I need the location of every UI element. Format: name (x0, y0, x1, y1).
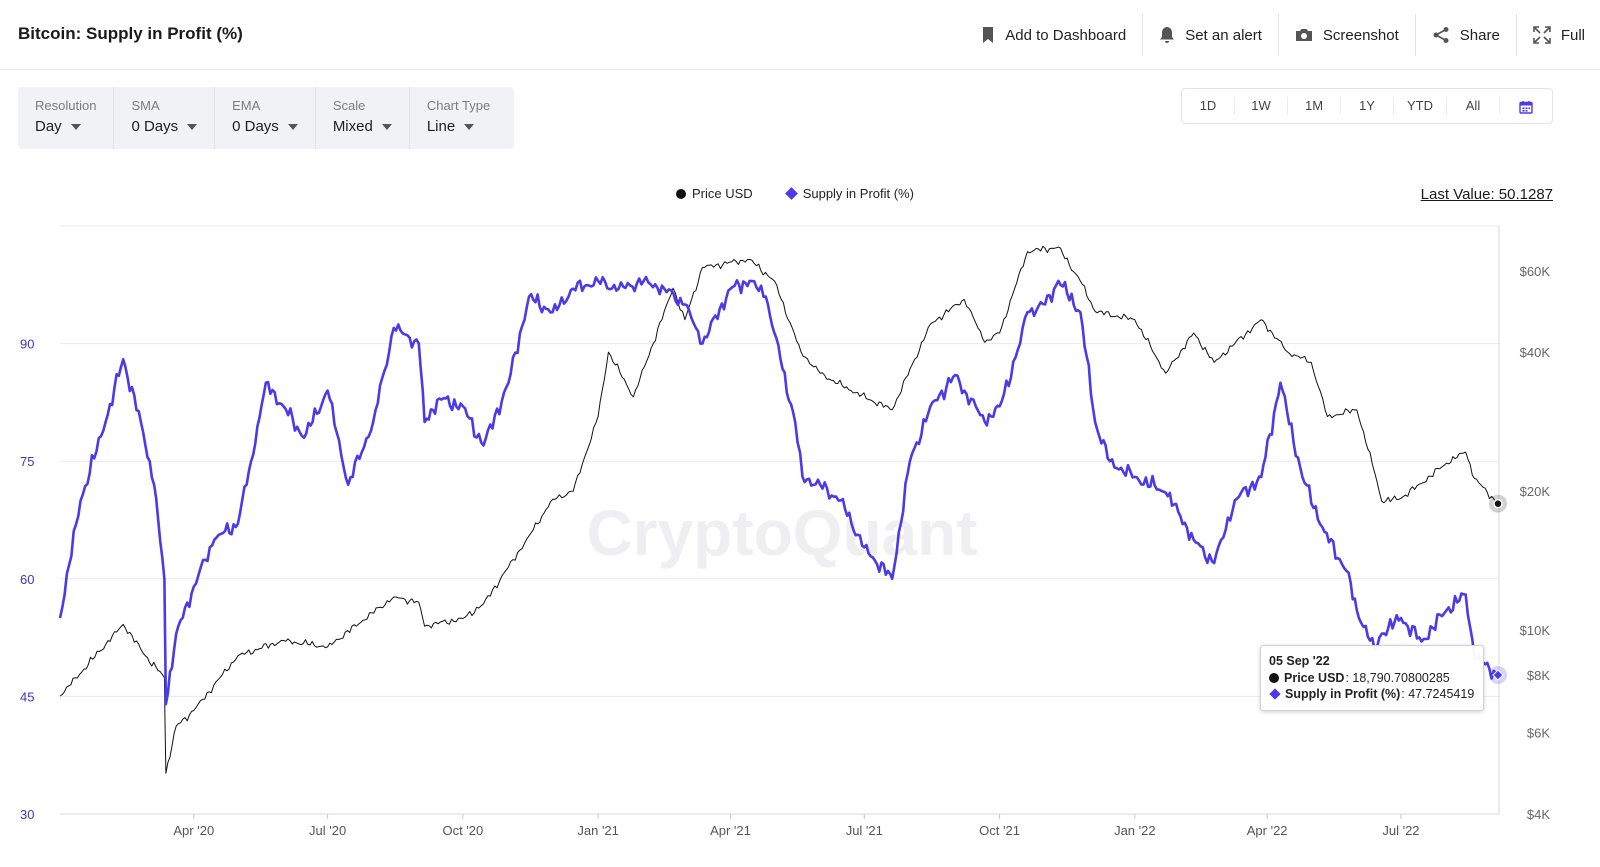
x-axis-tick-label: Oct '21 (979, 823, 1020, 838)
chart-controls: Resolution Day SMA 0 Days EMA 0 Days Sca… (18, 87, 514, 149)
x-axis-tick-label: Apr '21 (710, 823, 751, 838)
legend-item-supply[interactable]: Supply in Profit (%) (784, 186, 914, 201)
sma-select[interactable]: SMA 0 Days (114, 87, 216, 149)
legend-label-supply: Supply in Profit (%) (802, 186, 914, 201)
calendar-icon (1519, 100, 1533, 114)
watermark: CryptoQuant (586, 497, 977, 569)
left-axis: 30 45 60 75 90 (20, 337, 34, 822)
legend-label-price: Price USD (692, 186, 753, 201)
x-axis-tick-label: Jul '20 (309, 823, 346, 838)
tooltip-supply-label: Supply in Profit (%) (1285, 687, 1401, 701)
right-axis-tick-label: $4K (1527, 807, 1550, 822)
tooltip-date: 05 Sep '22 (1269, 654, 1330, 668)
chevron-down-icon (70, 123, 81, 130)
supply-hover-marker (1492, 669, 1504, 681)
right-axis-tick-label: $40K (1520, 345, 1551, 360)
bookmark-icon (983, 27, 994, 43)
screenshot-button[interactable]: Screenshot (1277, 14, 1415, 56)
right-axis-tick-label: $20K (1520, 484, 1551, 499)
left-axis-tick-label: 75 (20, 454, 34, 469)
diamond-marker-icon (1269, 688, 1281, 700)
sma-label: SMA (131, 98, 160, 113)
camera-icon (1295, 29, 1312, 41)
chart-type-value: Line (426, 118, 456, 135)
resolution-value: Day (35, 118, 62, 135)
sma-value: 0 Days (131, 118, 179, 135)
add-to-dashboard-button[interactable]: Add to Dashboard (965, 14, 1142, 56)
resolution-select[interactable]: Resolution Day (18, 87, 115, 149)
bell-icon (1160, 27, 1175, 43)
left-axis-tick-label: 45 (20, 689, 34, 704)
left-axis-tick-label: 60 (20, 572, 34, 587)
range-ytd-button[interactable]: YTD (1393, 97, 1446, 115)
chart-type-label: Chart Type (426, 98, 491, 113)
share-icon (1433, 27, 1449, 43)
chart-type-select[interactable]: Chart Type Line (410, 87, 507, 149)
fullscreen-button[interactable]: Full (1515, 14, 1600, 56)
tooltip-row-price: Price USD : 18,790.70800285 (1269, 670, 1475, 686)
page-title: Bitcoin: Supply in Profit (%) (18, 24, 243, 43)
fullscreen-icon (1533, 26, 1551, 44)
price-hover-marker (1493, 498, 1503, 509)
legend-item-price[interactable]: Price USD (676, 186, 753, 201)
share-button[interactable]: Share (1414, 14, 1516, 56)
range-1m-button[interactable]: 1M (1287, 97, 1340, 115)
right-axis-tick-label: $10K (1520, 623, 1551, 638)
x-axis-tick-label: Jul '22 (1382, 823, 1419, 838)
x-axis-tick-label: Jul '21 (846, 823, 883, 838)
right-axis: $4K $6K $8K $10K $20K $40K $60K (1520, 264, 1551, 822)
add-to-dashboard-label: Add to Dashboard (1005, 26, 1127, 44)
circle-marker-icon (1269, 673, 1279, 683)
price-usd-line[interactable] (59, 245, 1499, 774)
hover-markers (1489, 494, 1507, 685)
x-axis: Apr '20 Jul '20 Oct '20 Jan '21 Apr '21 Jul '… (60, 813, 1499, 838)
tooltip-supply-value: : 47.7245419 (1401, 687, 1475, 701)
tooltip-row-supply: Supply in Profit (%) : 47.7245419 (1269, 686, 1475, 702)
scale-value: Mixed (332, 118, 373, 135)
x-axis-tick-label: Apr '20 (173, 823, 214, 838)
range-1y-button[interactable]: 1Y (1340, 97, 1393, 115)
chevron-down-icon (187, 123, 198, 130)
ema-label: EMA (232, 98, 261, 113)
circle-marker-icon (676, 188, 686, 199)
share-label: Share (1459, 26, 1500, 44)
top-bar: Bitcoin: Supply in Profit (%) Add to Das… (0, 0, 1600, 70)
resolution-label: Resolution (35, 98, 97, 113)
x-axis-tick-label: Jan '21 (577, 823, 619, 838)
right-axis-tick-label: $8K (1527, 668, 1550, 683)
fullscreen-label: Full (1560, 26, 1585, 44)
chevron-down-icon (464, 123, 475, 130)
range-all-button[interactable]: All (1446, 97, 1499, 115)
time-range-selector: 1D 1W 1M 1Y YTD All (1181, 88, 1553, 124)
set-alert-button[interactable]: Set an alert (1142, 14, 1278, 56)
range-1w-button[interactable]: 1W (1234, 97, 1287, 115)
x-axis-tick-label: Apr '22 (1247, 823, 1288, 838)
range-1d-button[interactable]: 1D (1199, 98, 1217, 113)
scale-select[interactable]: Scale Mixed (316, 87, 410, 149)
tooltip-price-value: : 18,790.70800285 (1345, 671, 1450, 685)
x-axis-tick-label: Jan '22 (1114, 823, 1156, 838)
set-alert-label: Set an alert (1185, 26, 1262, 44)
ema-select[interactable]: EMA 0 Days (215, 87, 316, 149)
diamond-marker-icon (784, 187, 798, 200)
chevron-down-icon (381, 123, 392, 130)
supply-in-profit-line[interactable] (58, 275, 1499, 706)
screenshot-label: Screenshot (1322, 26, 1399, 44)
last-value[interactable]: Last Value: 50.1287 (1420, 186, 1553, 203)
toolbar-actions: Add to Dashboard Set an alert Screenshot… (965, 14, 1600, 56)
right-axis-tick-label: $60K (1520, 264, 1551, 279)
chart-legend: Price USD Supply in Profit (%) (676, 186, 948, 201)
x-axis-tick-label: Oct '20 (442, 823, 483, 838)
tooltip-price-label: Price USD (1284, 671, 1345, 685)
scale-label: Scale (332, 98, 366, 113)
chart-tooltip: 05 Sep '22 Price USD : 18,790.70800285 S… (1260, 645, 1484, 711)
left-axis-tick-label: 30 (20, 807, 34, 822)
right-axis-tick-label: $6K (1527, 726, 1550, 741)
calendar-button[interactable] (1499, 97, 1552, 115)
left-axis-tick-label: 90 (20, 337, 34, 352)
chevron-down-icon (287, 123, 298, 130)
ema-value: 0 Days (232, 118, 279, 135)
